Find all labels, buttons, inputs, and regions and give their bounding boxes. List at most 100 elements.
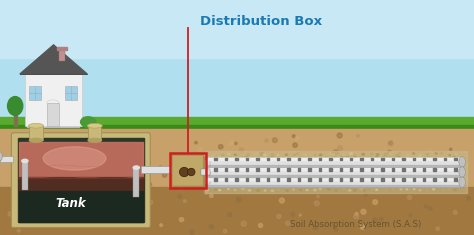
Ellipse shape: [428, 182, 430, 184]
Circle shape: [386, 153, 389, 156]
Ellipse shape: [208, 176, 210, 177]
Circle shape: [198, 147, 202, 152]
Ellipse shape: [446, 163, 448, 165]
Circle shape: [216, 167, 218, 170]
Ellipse shape: [234, 154, 236, 155]
Ellipse shape: [240, 160, 243, 162]
Circle shape: [144, 187, 148, 192]
Ellipse shape: [414, 177, 416, 178]
Ellipse shape: [212, 175, 214, 176]
Ellipse shape: [399, 178, 401, 179]
Ellipse shape: [447, 161, 448, 162]
Circle shape: [260, 152, 264, 156]
Ellipse shape: [226, 163, 228, 164]
Ellipse shape: [313, 175, 316, 176]
Ellipse shape: [206, 161, 209, 163]
Ellipse shape: [290, 164, 292, 166]
Ellipse shape: [204, 181, 207, 182]
Ellipse shape: [306, 186, 308, 187]
Ellipse shape: [271, 163, 273, 164]
Ellipse shape: [304, 158, 306, 160]
Ellipse shape: [362, 161, 365, 163]
Ellipse shape: [385, 165, 387, 166]
Ellipse shape: [236, 177, 238, 178]
Ellipse shape: [432, 188, 435, 190]
Ellipse shape: [455, 163, 456, 165]
Ellipse shape: [354, 190, 356, 191]
Ellipse shape: [283, 167, 284, 168]
Bar: [298, 158, 300, 161]
Ellipse shape: [262, 166, 264, 167]
Ellipse shape: [277, 175, 279, 176]
Circle shape: [340, 155, 345, 159]
Ellipse shape: [215, 189, 217, 190]
Circle shape: [209, 169, 211, 172]
Bar: [22, 161, 28, 190]
Circle shape: [258, 223, 263, 227]
Ellipse shape: [326, 175, 328, 176]
Bar: [25, 74, 82, 126]
Circle shape: [183, 200, 186, 203]
Circle shape: [410, 179, 415, 184]
Ellipse shape: [398, 179, 400, 180]
Bar: [246, 178, 248, 181]
Ellipse shape: [268, 164, 271, 165]
Bar: [433, 178, 436, 181]
Ellipse shape: [361, 168, 364, 170]
Ellipse shape: [214, 172, 217, 173]
Ellipse shape: [386, 154, 388, 155]
Ellipse shape: [213, 179, 215, 180]
Ellipse shape: [356, 173, 358, 175]
Ellipse shape: [207, 177, 210, 179]
Circle shape: [273, 138, 277, 143]
Bar: [371, 158, 373, 161]
Ellipse shape: [404, 176, 406, 177]
Ellipse shape: [285, 158, 287, 159]
Circle shape: [241, 221, 246, 226]
Ellipse shape: [435, 181, 437, 182]
Bar: [319, 178, 321, 181]
Ellipse shape: [349, 181, 352, 183]
Ellipse shape: [247, 165, 250, 167]
Circle shape: [356, 134, 359, 137]
Circle shape: [48, 137, 51, 140]
Circle shape: [73, 188, 76, 191]
Ellipse shape: [244, 155, 245, 156]
Bar: [201, 169, 210, 175]
Circle shape: [292, 135, 295, 138]
Ellipse shape: [283, 179, 285, 180]
Ellipse shape: [219, 185, 221, 186]
Ellipse shape: [406, 180, 409, 182]
Bar: [29, 126, 43, 140]
Ellipse shape: [320, 164, 322, 166]
Ellipse shape: [447, 186, 450, 187]
Ellipse shape: [414, 171, 416, 172]
Ellipse shape: [271, 182, 273, 183]
Ellipse shape: [268, 168, 271, 169]
Ellipse shape: [228, 179, 230, 180]
Circle shape: [117, 216, 121, 221]
Ellipse shape: [362, 153, 365, 155]
Ellipse shape: [361, 170, 363, 172]
Bar: [19, 177, 143, 192]
Ellipse shape: [247, 186, 249, 187]
Ellipse shape: [410, 157, 413, 159]
Bar: [46, 103, 59, 126]
Ellipse shape: [293, 154, 295, 155]
Ellipse shape: [440, 153, 442, 154]
Bar: [287, 178, 290, 181]
Circle shape: [361, 209, 366, 214]
Ellipse shape: [285, 175, 288, 176]
Ellipse shape: [385, 171, 387, 172]
Bar: [205, 162, 467, 182]
Ellipse shape: [435, 185, 438, 187]
Ellipse shape: [249, 162, 252, 163]
Ellipse shape: [211, 168, 214, 169]
Bar: [19, 142, 143, 178]
Ellipse shape: [397, 174, 399, 175]
Polygon shape: [0, 156, 13, 162]
Ellipse shape: [364, 179, 366, 180]
Ellipse shape: [383, 178, 384, 179]
Ellipse shape: [432, 168, 434, 169]
Bar: [0, 117, 474, 137]
